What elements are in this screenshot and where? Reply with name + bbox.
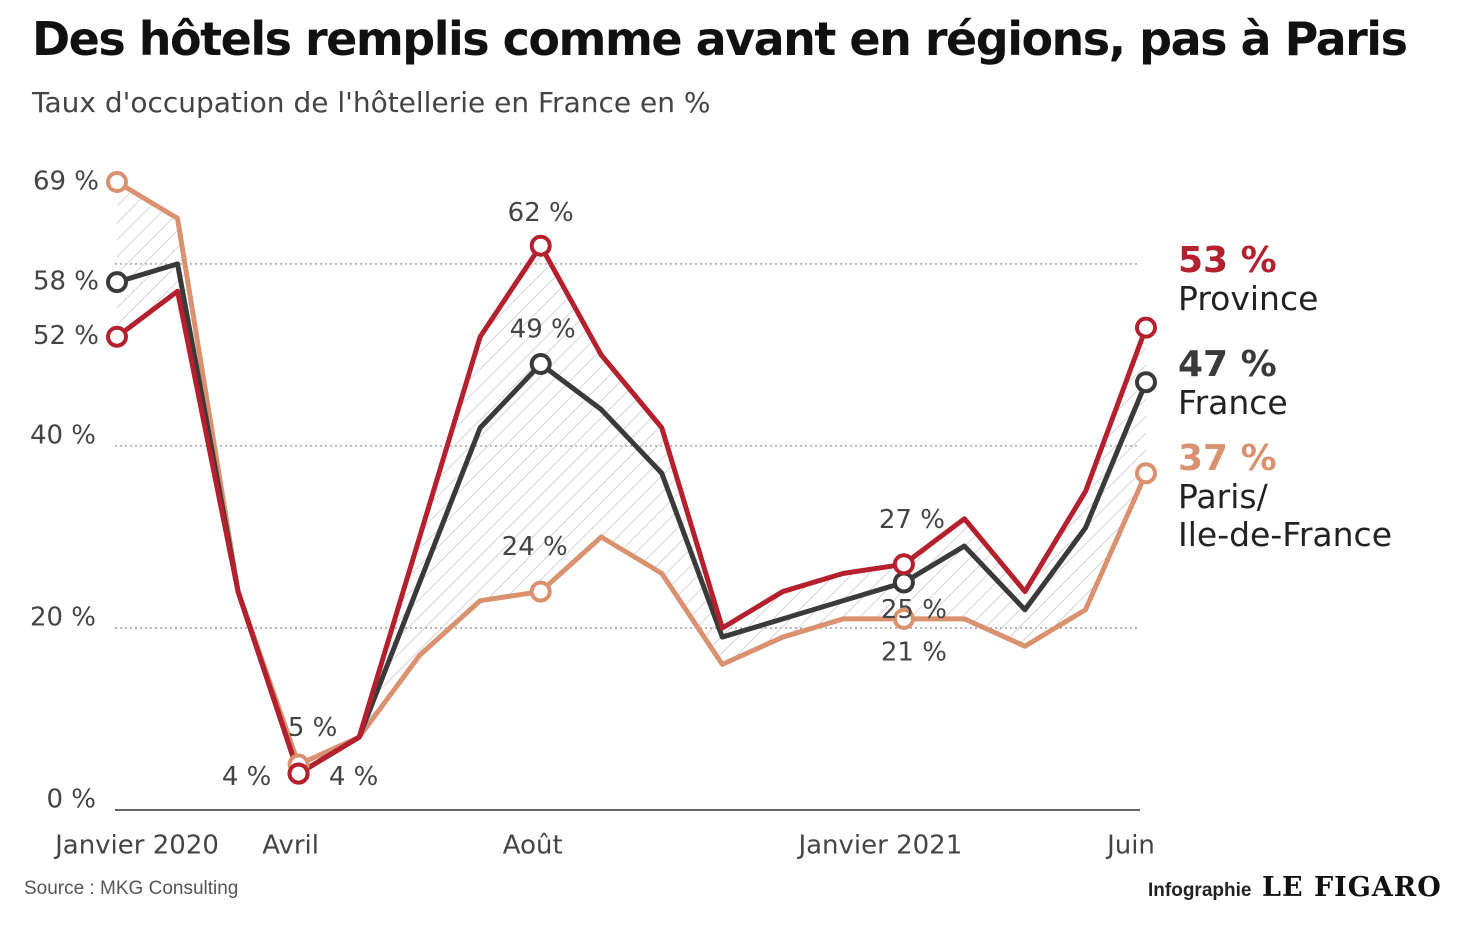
x-tick-label: Janvier 2020 [53, 831, 219, 861]
point-marker [529, 353, 552, 376]
legend-label: France [1178, 383, 1288, 422]
series-line [115, 243, 1149, 777]
legend-label: Paris/ Ile-de-France [1178, 477, 1393, 554]
credit: Infographie [1148, 880, 1252, 901]
data-label: 25 % [881, 595, 947, 625]
legend-value: 47 % [1178, 344, 1277, 385]
data-label: 21 % [881, 637, 947, 667]
data-label: 5 % [288, 713, 338, 743]
source: Source : MKG Consulting [24, 878, 239, 899]
data-label: 62 % [508, 198, 574, 228]
x-tick-label: Juin [1105, 831, 1155, 861]
data-label: 52 % [33, 321, 99, 351]
point-marker [1135, 462, 1157, 485]
point-marker [287, 762, 310, 785]
point-marker [529, 580, 552, 603]
x-tick-label: Avril [262, 831, 319, 861]
data-label: 69 % [33, 167, 99, 197]
data-label: 4 % [329, 762, 379, 792]
point-marker [892, 571, 915, 594]
legend-label: Province [1178, 279, 1319, 318]
point-marker [106, 171, 128, 193]
chart-subtitle: Taux d'occupation de l'hôtellerie en Fra… [32, 86, 711, 119]
legend-value: 37 % [1178, 438, 1277, 479]
data-label: 24 % [502, 532, 568, 562]
chart-title: Des hôtels remplis comme avant en région… [32, 12, 1408, 66]
legend-entry: 53 % Province [1178, 242, 1318, 318]
point-marker [1135, 316, 1157, 339]
range-area [117, 182, 1146, 774]
x-tick-label: Août [503, 831, 563, 861]
point-marker [892, 607, 915, 630]
y-tick-label: 40 % [30, 420, 96, 450]
legend-value: 53 % [1178, 240, 1277, 281]
data-label: 4 % [222, 762, 272, 792]
y-tick-label: 20 % [30, 602, 96, 632]
point-marker [1135, 371, 1157, 394]
x-tick-label: Janvier 2021 [796, 831, 962, 861]
point-marker [529, 234, 552, 257]
data-label: 27 % [879, 505, 945, 535]
legend-entry: 37 % Paris/ Ile-de-France [1178, 440, 1392, 554]
point-marker [892, 553, 915, 576]
brand: LE FIGARO [1262, 872, 1442, 903]
y-tick-label: 0 % [46, 785, 96, 815]
data-label: 49 % [510, 315, 576, 345]
point-marker [106, 325, 128, 348]
point-marker [106, 271, 128, 294]
legend-entry: 47 % France [1178, 346, 1288, 422]
data-label: 58 % [33, 267, 99, 297]
